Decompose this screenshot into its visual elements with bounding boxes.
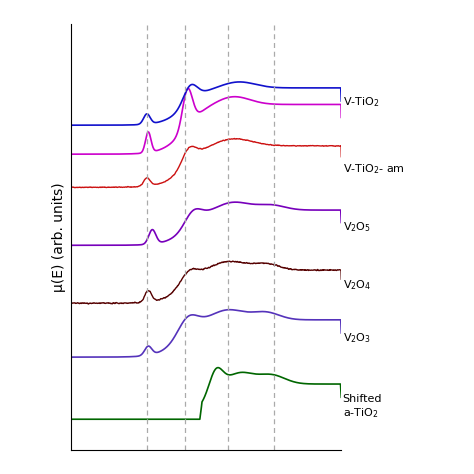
- Text: Shifted
a-TiO$_2$: Shifted a-TiO$_2$: [343, 394, 382, 419]
- Text: V-TiO$_2$: V-TiO$_2$: [343, 95, 379, 109]
- Y-axis label: μ(E) (arb. units): μ(E) (arb. units): [52, 182, 65, 292]
- Text: V$_2$O$_3$: V$_2$O$_3$: [343, 332, 371, 346]
- Text: V$_2$O$_4$: V$_2$O$_4$: [343, 278, 371, 292]
- Text: V-TiO$_2$- am: V-TiO$_2$- am: [343, 162, 405, 175]
- Text: V$_2$O$_5$: V$_2$O$_5$: [343, 220, 371, 234]
